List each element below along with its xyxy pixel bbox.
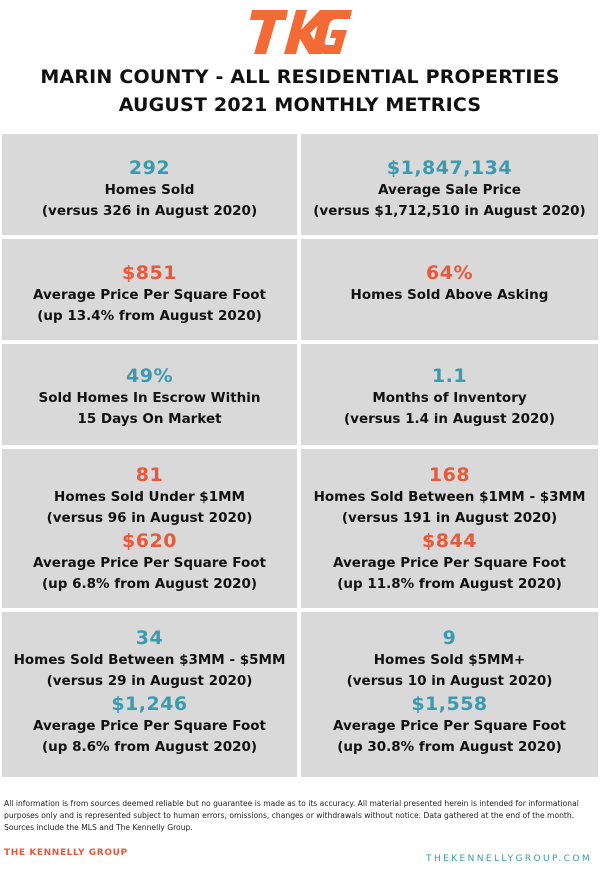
between-1-3-ppsf-value: $844 [422,530,477,552]
tkg-logo [250,10,352,54]
between-1-3-ppsf-note: (up 11.8% from August 2020) [337,576,562,592]
under-1mm-ppsf-label: Average Price Per Square Foot [33,555,266,571]
over-5mm-ppsf-label: Average Price Per Square Foot [333,718,566,734]
page-subtitle: AUGUST 2021 MONTHLY METRICS [118,94,482,116]
under-1mm-note: (versus 96 in August 2020) [46,510,253,526]
between-3-5-ppsf-value: $1,246 [111,693,188,715]
avg-sale-price-value: $1,847,134 [386,157,513,179]
homes-sold-label: Homes Sold [104,182,195,198]
between-3-5-ppsf-note: (up 8.6% from August 2020) [41,739,258,755]
over-5mm-card: 9 Homes Sold $5MM+ (versus 10 in August … [301,612,598,777]
metrics-grid: 292 Homes Sold (versus 326 in August 202… [2,134,598,777]
between-1-3-ppsf-label: Average Price Per Square Foot [333,555,566,571]
escrow-label-line2: 15 Days On Market [77,411,222,427]
avg-sale-price-label: Average Sale Price [378,182,521,198]
between-1-3-label: Homes Sold Between $1MM - $3MM [313,489,586,505]
escrow-value: 49% [126,365,173,387]
over-5mm-ppsf-value: $1,558 [411,693,488,715]
inventory-value: 1.1 [431,365,468,387]
disclaimer-text: All information is from sources deemed r… [4,799,579,832]
over-5mm-ppsf-note: (up 30.8% from August 2020) [337,739,562,755]
homes-sold-value: 292 [128,157,171,179]
footer-brand-name: THE KENNELLY GROUP [4,848,128,858]
between-1-3-value: 168 [428,464,471,486]
under-1mm-ppsf-note: (up 6.8% from August 2020) [41,576,258,592]
avg-ppsf-note: (up 13.4% from August 2020) [37,308,262,324]
above-asking-value: 64% [426,262,473,284]
between-1-3-card: 168 Homes Sold Between $1MM - $3MM (vers… [301,449,598,608]
avg-ppsf-label: Average Price Per Square Foot [33,287,266,303]
above-asking-card: 64% Homes Sold Above Asking [301,239,598,340]
footer-website-link[interactable]: THEKENNELLYGROUP.COM [426,854,592,864]
between-3-5-label: Homes Sold Between $3MM - $5MM [13,652,286,668]
avg-ppsf-card: $851 Average Price Per Square Foot (up 1… [2,239,297,340]
above-asking-label: Homes Sold Above Asking [350,287,549,303]
between-3-5-ppsf-label: Average Price Per Square Foot [33,718,266,734]
page-title: MARIN COUNTY - ALL RESIDENTIAL PROPERTIE… [40,66,560,88]
escrow-label-line1: Sold Homes In Escrow Within [38,390,261,406]
inventory-label: Months of Inventory [372,390,527,406]
between-3-5-card: 34 Homes Sold Between $3MM - $5MM (versu… [2,612,297,777]
avg-sale-price-card: $1,847,134 Average Sale Price (versus $1… [301,134,598,235]
avg-ppsf-value: $851 [122,262,177,284]
over-5mm-label: Homes Sold $5MM+ [373,652,526,668]
between-3-5-note: (versus 29 in August 2020) [46,673,253,689]
under-1mm-label: Homes Sold Under $1MM [54,489,245,505]
under-1mm-value: 81 [135,464,164,486]
homes-sold-card: 292 Homes Sold (versus 326 in August 202… [2,134,297,235]
under-1mm-card: 81 Homes Sold Under $1MM (versus 96 in A… [2,449,297,608]
under-1mm-ppsf-value: $620 [122,530,177,552]
homes-sold-note: (versus 326 in August 2020) [41,203,258,219]
between-1-3-note: (versus 191 in August 2020) [341,510,558,526]
over-5mm-note: (versus 10 in August 2020) [346,673,553,689]
between-3-5-value: 34 [135,627,164,649]
inventory-card: 1.1 Months of Inventory (versus 1.4 in A… [301,344,598,445]
avg-sale-price-note: (versus $1,712,510 in August 2020) [313,203,586,219]
escrow-card: 49% Sold Homes In Escrow Within 15 Days … [2,344,297,445]
over-5mm-value: 9 [442,627,457,649]
inventory-note: (versus 1.4 in August 2020) [344,411,555,427]
